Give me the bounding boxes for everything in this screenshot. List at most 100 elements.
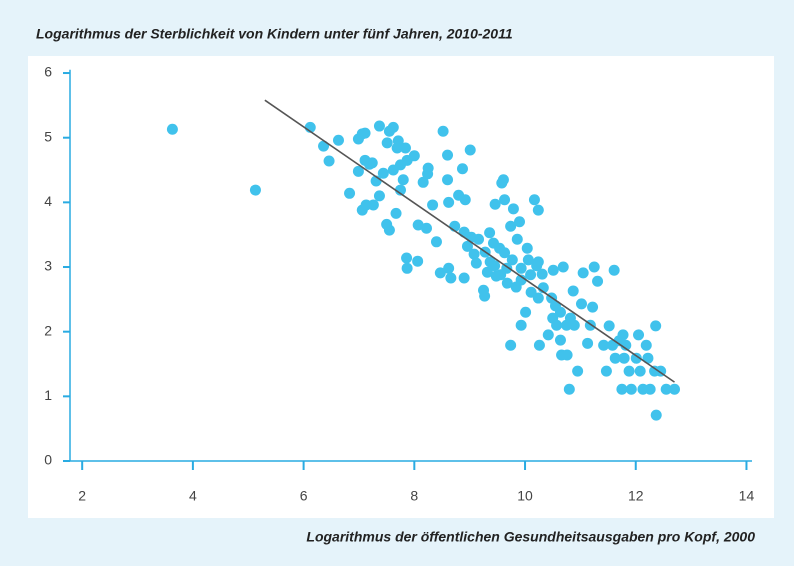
point <box>608 264 620 276</box>
point <box>557 261 569 273</box>
point <box>640 339 652 351</box>
point <box>501 277 513 289</box>
y-tick-label: 3 <box>44 258 52 274</box>
point <box>625 383 637 395</box>
point <box>373 120 385 132</box>
point <box>515 274 527 286</box>
point <box>561 349 573 361</box>
point <box>489 260 501 272</box>
point <box>525 269 537 281</box>
point <box>522 254 534 266</box>
point <box>623 365 635 377</box>
point <box>437 125 449 137</box>
point <box>506 254 518 266</box>
point <box>377 167 389 179</box>
point <box>397 174 409 186</box>
point <box>344 187 356 199</box>
point <box>505 339 517 351</box>
point <box>515 262 527 274</box>
point <box>445 272 457 284</box>
x-tick-label: 6 <box>300 488 308 504</box>
point <box>464 144 476 156</box>
point <box>481 266 493 278</box>
point <box>554 334 566 346</box>
point <box>650 409 662 421</box>
point <box>609 352 621 364</box>
point <box>617 329 629 341</box>
point <box>387 121 399 133</box>
point <box>588 261 600 273</box>
trend-line <box>264 99 675 383</box>
point <box>417 176 429 188</box>
point <box>497 174 509 186</box>
point <box>669 383 680 395</box>
point <box>390 207 402 219</box>
point <box>442 174 454 186</box>
point <box>514 216 525 228</box>
x-tick-label: 4 <box>189 488 197 504</box>
point <box>381 137 393 149</box>
point <box>520 306 532 318</box>
point <box>532 204 544 216</box>
point <box>592 275 604 287</box>
x-tick-label: 8 <box>410 488 418 504</box>
point <box>408 150 420 162</box>
point <box>650 320 662 332</box>
y-tick-label: 6 <box>44 64 52 80</box>
point <box>532 256 544 268</box>
point <box>166 123 178 135</box>
point <box>323 155 335 167</box>
point <box>568 319 580 331</box>
point <box>507 203 519 215</box>
x-tick-label: 10 <box>517 488 533 504</box>
point <box>642 352 654 364</box>
point <box>603 320 615 332</box>
chart-title: Logarithmus der Sterblichkeit von Kinder… <box>36 26 513 42</box>
point <box>634 365 646 377</box>
point <box>479 290 491 302</box>
point <box>542 329 554 341</box>
point <box>434 267 446 279</box>
point <box>644 383 656 395</box>
point <box>468 248 480 260</box>
point <box>373 190 385 202</box>
point <box>421 222 432 234</box>
point <box>633 329 645 341</box>
point <box>563 383 575 395</box>
point <box>489 198 501 210</box>
point <box>383 224 395 236</box>
point <box>461 240 473 252</box>
point <box>401 252 413 264</box>
point <box>401 262 413 274</box>
point <box>332 134 344 146</box>
point <box>392 135 404 147</box>
point <box>366 157 378 169</box>
point <box>412 219 424 231</box>
point <box>394 184 406 196</box>
point <box>458 272 470 284</box>
point <box>352 165 364 177</box>
point <box>359 127 371 139</box>
point <box>459 194 471 206</box>
point <box>422 168 434 180</box>
x-tick-label: 12 <box>628 488 644 504</box>
point <box>473 233 485 245</box>
x-tick-label: 2 <box>78 488 86 504</box>
point <box>430 236 442 248</box>
point <box>456 163 468 175</box>
point <box>499 194 511 206</box>
point <box>515 319 527 331</box>
x-axis-label: Logarithmus der öffentlichen Gesundheits… <box>306 529 755 545</box>
point <box>567 285 579 297</box>
point <box>620 339 632 351</box>
y-tick-label: 5 <box>44 128 52 144</box>
point <box>572 365 584 377</box>
point <box>598 339 610 351</box>
point <box>630 352 642 364</box>
point <box>533 339 545 351</box>
point <box>547 264 559 276</box>
point <box>521 242 533 254</box>
point <box>616 383 628 395</box>
point <box>499 247 511 259</box>
point <box>536 268 548 280</box>
